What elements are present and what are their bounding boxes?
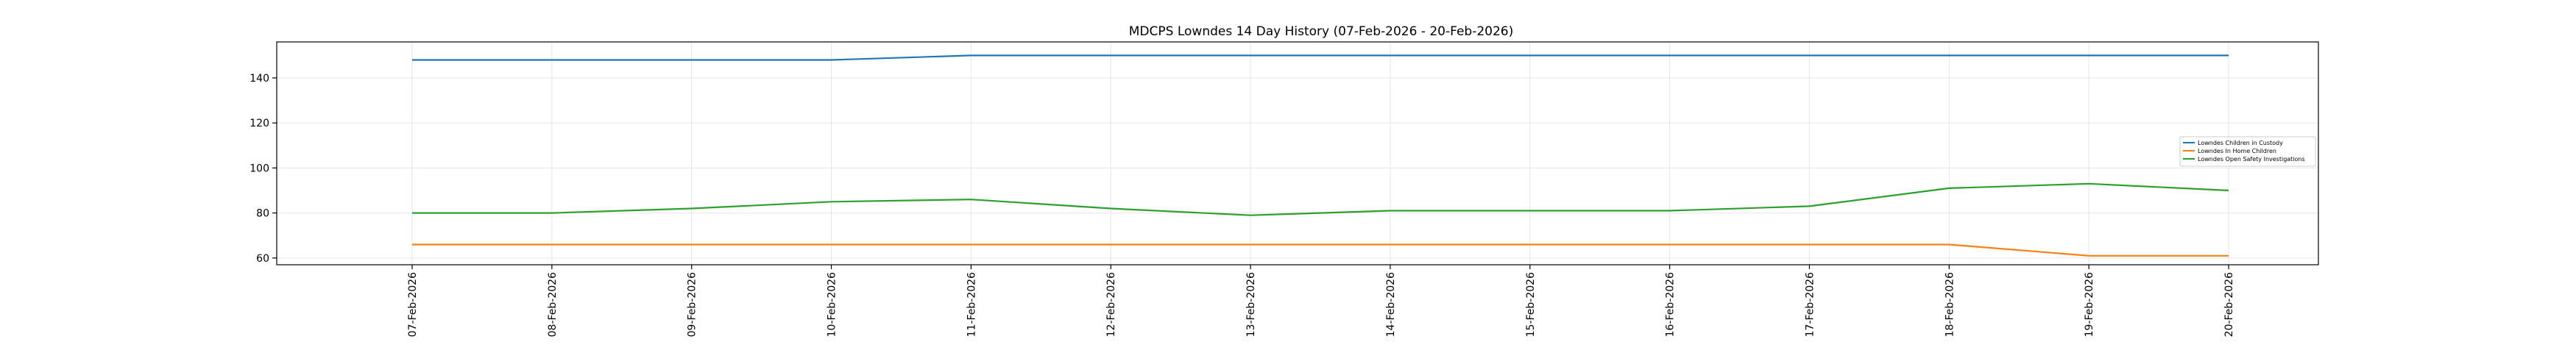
x-tick-label: 20-Feb-2026 [2223, 272, 2235, 337]
y-tick-label: 100 [250, 163, 269, 174]
y-tick-label: 140 [250, 73, 269, 85]
legend-label: Lowndes Children in Custody [2198, 140, 2283, 146]
plot-area [276, 41, 2319, 265]
x-tick-label: 12-Feb-2026 [1105, 272, 1117, 337]
x-tick-label: 17-Feb-2026 [1804, 272, 1816, 337]
legend-label: Lowndes Open Safety Investigations [2198, 156, 2305, 163]
x-tick-label: 07-Feb-2026 [407, 272, 419, 337]
x-tick-label: 10-Feb-2026 [827, 272, 838, 337]
x-tick-label: 11-Feb-2026 [966, 272, 977, 337]
x-tick-label: 13-Feb-2026 [1245, 272, 1257, 337]
x-tick-label: 19-Feb-2026 [2084, 272, 2095, 337]
x-tick-label: 09-Feb-2026 [687, 272, 698, 337]
legend-box [2179, 136, 2316, 167]
axes: 60 80 100 120 140 07-Feb-2026 08-Feb-2026 09-Fe… [250, 73, 2235, 337]
chart-title: MDCPS Lowndes 14 Day History (07-Feb-202… [1129, 24, 1513, 39]
y-tick-label: 80 [256, 208, 269, 220]
grid [277, 42, 2318, 265]
x-tick-label: 18-Feb-2026 [1944, 272, 1956, 337]
x-tick-label: 08-Feb-2026 [547, 272, 559, 337]
series-line-1 [412, 54, 2229, 61]
legend: Lowndes Children in Custody Lowndes In Ho… [2179, 136, 2316, 167]
legend-label: Lowndes In Home Children [2198, 148, 2276, 154]
x-tick-label: 15-Feb-2026 [1525, 272, 1537, 337]
y-tick-label: 120 [250, 118, 269, 129]
x-tick-label: 14-Feb-2026 [1385, 272, 1397, 337]
series-line-2 [412, 243, 2229, 257]
x-tick-label: 16-Feb-2026 [1665, 272, 1677, 337]
series-line-3 [412, 182, 2229, 216]
y-tick-label: 60 [256, 253, 269, 265]
series-lines [412, 54, 2229, 257]
